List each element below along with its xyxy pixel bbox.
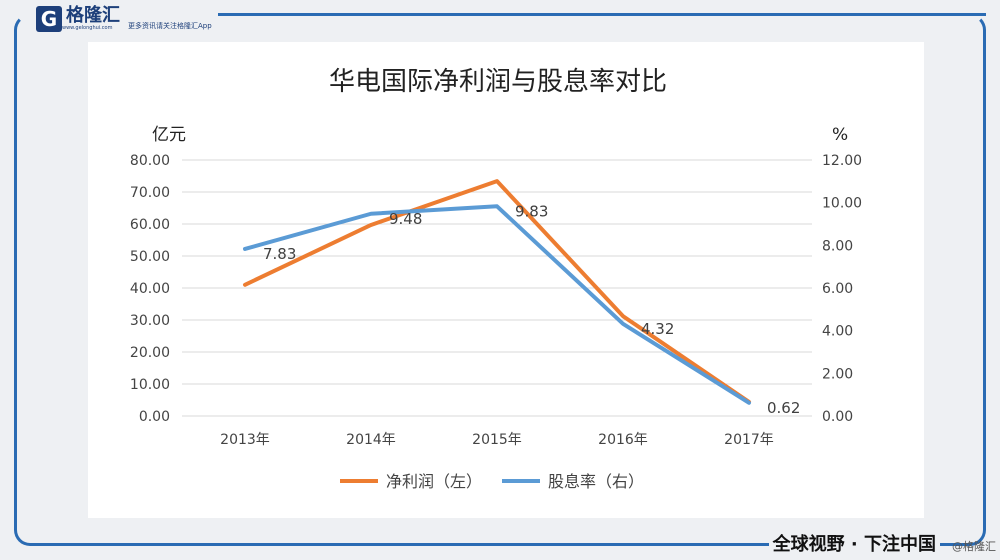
data-label: 4.32 xyxy=(641,320,674,338)
x-tick-label: 2016年 xyxy=(598,432,648,448)
watermark: @格隆汇 xyxy=(952,540,996,553)
legend-label: 股息率（右） xyxy=(548,472,644,491)
divider xyxy=(122,13,986,16)
y-tick-label-left: 50.00 xyxy=(130,249,170,265)
brand-tagline: 更多资讯请关注格隆汇App xyxy=(128,22,212,30)
y-tick-label-left: 0.00 xyxy=(139,409,170,425)
data-label: 0.62 xyxy=(767,399,800,417)
y-axis-label-left: 亿元 xyxy=(152,125,186,145)
y-tick-label-right: 10.00 xyxy=(822,196,862,212)
logo-icon: G xyxy=(36,6,62,32)
y-tick-label-left: 30.00 xyxy=(130,313,170,329)
y-tick-label-left: 40.00 xyxy=(130,281,170,297)
chart-title: 华电国际净利润与股息率对比 xyxy=(329,67,667,97)
y-tick-label-left: 10.00 xyxy=(130,377,170,393)
frame xyxy=(14,14,986,546)
data-label: 7.83 xyxy=(263,245,296,263)
y-tick-label-right: 0.00 xyxy=(822,409,853,425)
y-tick-label-left: 70.00 xyxy=(130,185,170,201)
series-line xyxy=(243,179,751,404)
y-tick-label-right: 6.00 xyxy=(822,281,853,297)
y-tick-label-right: 12.00 xyxy=(822,153,862,169)
x-tick-label: 2017年 xyxy=(724,432,774,448)
brand-name: 格隆汇 xyxy=(66,5,120,26)
y-tick-label-right: 4.00 xyxy=(822,324,853,340)
legend-label: 净利润（左） xyxy=(386,472,482,491)
x-tick-label: 2013年 xyxy=(220,432,270,448)
logo: G 格隆汇 www.gelonghui.com 更多资讯请关注格隆汇App xyxy=(30,2,218,36)
y-tick-label-right: 8.00 xyxy=(822,238,853,254)
y-tick-label-left: 80.00 xyxy=(130,153,170,169)
y-axis-label-right: % xyxy=(832,125,848,145)
data-label: 9.83 xyxy=(515,202,548,220)
x-tick-label: 2015年 xyxy=(472,432,522,448)
y-tick-label-left: 20.00 xyxy=(130,345,170,361)
y-tick-label-left: 60.00 xyxy=(130,217,170,233)
data-label: 9.48 xyxy=(389,210,422,228)
series-line xyxy=(243,204,751,405)
brand-url: www.gelonghui.com xyxy=(62,25,113,31)
x-tick-label: 2014年 xyxy=(346,432,396,448)
y-tick-label-right: 2.00 xyxy=(822,366,853,382)
chart-card xyxy=(88,42,924,518)
slogan: 全球视野 · 下注中国 xyxy=(768,530,940,556)
